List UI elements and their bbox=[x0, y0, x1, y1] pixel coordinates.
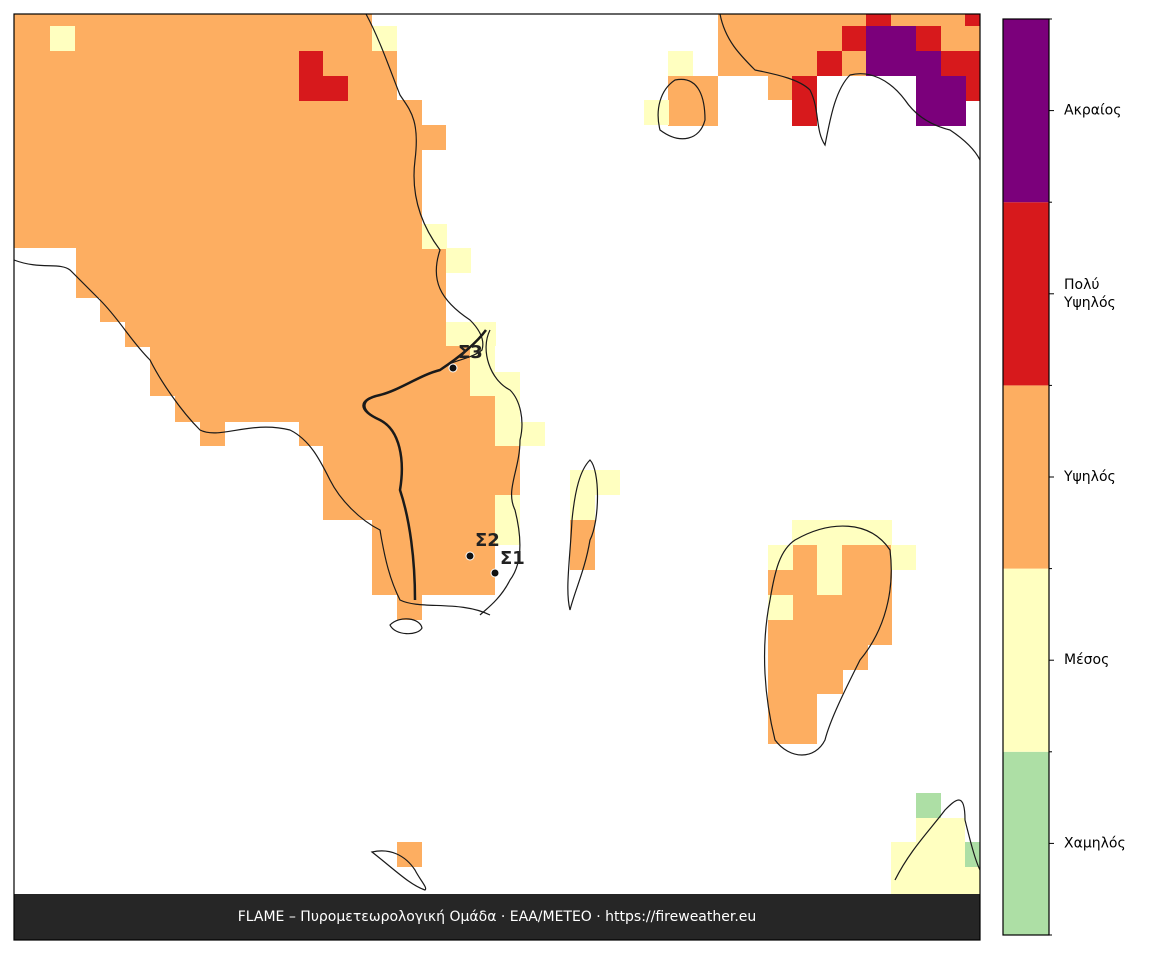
station-marker bbox=[465, 551, 475, 561]
colorbar-label: Υψηλός bbox=[1063, 295, 1116, 311]
colorbar-segment bbox=[1003, 568, 1049, 752]
colorbar-segment bbox=[1003, 751, 1049, 935]
station-label: Σ1 bbox=[500, 548, 525, 569]
colorbar-label: Ακραίος bbox=[1064, 103, 1121, 119]
colorbar-label: Υψηλός bbox=[1063, 469, 1116, 485]
station-marker bbox=[448, 363, 458, 373]
colorbar-label: Χαμηλός bbox=[1064, 835, 1126, 851]
station-label: Σ3 bbox=[458, 342, 483, 363]
station-label: Σ2 bbox=[475, 530, 500, 551]
map-frame bbox=[13, 13, 981, 941]
colorbar: Χαμηλός Μέσος Υψηλός Πολύ Υψηλός Ακραίος bbox=[1002, 18, 1126, 936]
footer-text: FLAME – Πυρομετεωρολογική Ομάδα · ΕΑΑ/ME… bbox=[238, 909, 757, 925]
colorbar-label: Πολύ bbox=[1064, 277, 1099, 293]
footer-bar bbox=[14, 894, 980, 940]
colorbar-label: Μέσος bbox=[1064, 652, 1109, 668]
colorbar-segment bbox=[1003, 19, 1049, 203]
colorbar-segment bbox=[1003, 202, 1049, 386]
colorbar-frame bbox=[1002, 18, 1050, 936]
danger-grid bbox=[14, 14, 980, 894]
station-marker bbox=[490, 568, 500, 578]
colorbar-segment bbox=[1003, 385, 1049, 569]
border bbox=[362, 329, 488, 601]
